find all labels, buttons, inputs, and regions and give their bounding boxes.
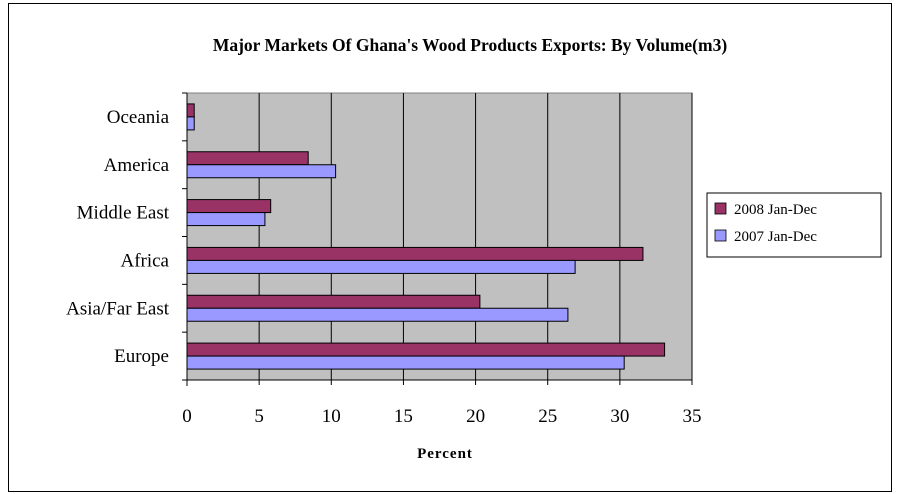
category-label-europe: Europe bbox=[114, 346, 169, 367]
gridlines bbox=[258, 93, 693, 380]
bar-middle-east-2008 bbox=[186, 199, 272, 214]
category-label-middle-east: Middle East bbox=[77, 203, 170, 224]
bar-africa-2008 bbox=[186, 246, 644, 261]
category-label-oceania: Oceania bbox=[107, 107, 170, 128]
bar-europe-2008 bbox=[186, 342, 666, 357]
bar-middle-east-2007 bbox=[186, 212, 266, 227]
x-tick-label-20: 20 bbox=[466, 406, 485, 427]
legend-swatch-2008 bbox=[714, 202, 727, 215]
axes bbox=[182, 92, 693, 386]
x-tick-label-15: 15 bbox=[394, 406, 413, 427]
bar-oceania-2007 bbox=[186, 116, 195, 131]
x-tick-labels: 0 5 10 15 20 25 30 35 bbox=[182, 406, 701, 427]
category-label-africa: Africa bbox=[120, 250, 169, 271]
bar-oceania-2008 bbox=[186, 103, 195, 118]
x-tick-label-0: 0 bbox=[182, 406, 192, 427]
bar-group bbox=[186, 103, 666, 370]
x-tick-label-25: 25 bbox=[538, 406, 557, 427]
legend-label-2007: 2007 Jan-Dec bbox=[734, 229, 817, 245]
category-labels: Europe Asia/Far East Africa Middle East Amer… bbox=[66, 107, 170, 367]
x-axis-title: Percent bbox=[417, 446, 473, 462]
x-tick-label-35: 35 bbox=[683, 406, 702, 427]
bar-america-2007 bbox=[186, 164, 337, 179]
legend-swatch-2007 bbox=[714, 229, 727, 242]
x-tick-label-30: 30 bbox=[610, 406, 629, 427]
x-tick-label-5: 5 bbox=[254, 406, 264, 427]
legend: 2008 Jan-Dec 2007 Jan-Dec bbox=[706, 192, 882, 258]
bar-europe-2007 bbox=[186, 355, 625, 370]
chart-title: Major Markets Of Ghana's Wood Products E… bbox=[213, 35, 727, 55]
bar-asia-far-east-2007 bbox=[186, 307, 569, 322]
bar-asia-far-east-2008 bbox=[186, 294, 481, 309]
x-tick-label-10: 10 bbox=[322, 406, 341, 427]
plot-area bbox=[186, 92, 693, 381]
legend-box bbox=[706, 192, 882, 258]
category-label-america: America bbox=[104, 155, 170, 176]
legend-label-2008: 2008 Jan-Dec bbox=[734, 202, 817, 218]
category-label-asia-far-east: Asia/Far East bbox=[66, 298, 170, 319]
bar-africa-2007 bbox=[186, 259, 576, 274]
bar-america-2008 bbox=[186, 151, 309, 166]
